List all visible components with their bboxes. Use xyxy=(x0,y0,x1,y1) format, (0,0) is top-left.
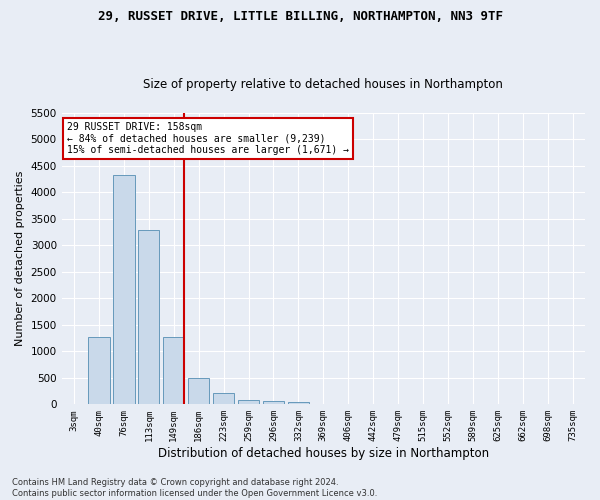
Bar xyxy=(263,402,284,404)
Bar xyxy=(213,392,234,404)
Bar xyxy=(113,175,134,404)
Bar xyxy=(188,378,209,404)
Bar xyxy=(238,400,259,404)
Bar xyxy=(288,402,309,404)
Bar xyxy=(88,337,110,404)
X-axis label: Distribution of detached houses by size in Northampton: Distribution of detached houses by size … xyxy=(158,447,489,460)
Text: 29 RUSSET DRIVE: 158sqm
← 84% of detached houses are smaller (9,239)
15% of semi: 29 RUSSET DRIVE: 158sqm ← 84% of detache… xyxy=(67,122,349,155)
Bar xyxy=(138,230,160,404)
Title: Size of property relative to detached houses in Northampton: Size of property relative to detached ho… xyxy=(143,78,503,91)
Text: Contains HM Land Registry data © Crown copyright and database right 2024.
Contai: Contains HM Land Registry data © Crown c… xyxy=(12,478,377,498)
Bar xyxy=(163,336,184,404)
Y-axis label: Number of detached properties: Number of detached properties xyxy=(15,171,25,346)
Text: 29, RUSSET DRIVE, LITTLE BILLING, NORTHAMPTON, NN3 9TF: 29, RUSSET DRIVE, LITTLE BILLING, NORTHA… xyxy=(97,10,503,23)
